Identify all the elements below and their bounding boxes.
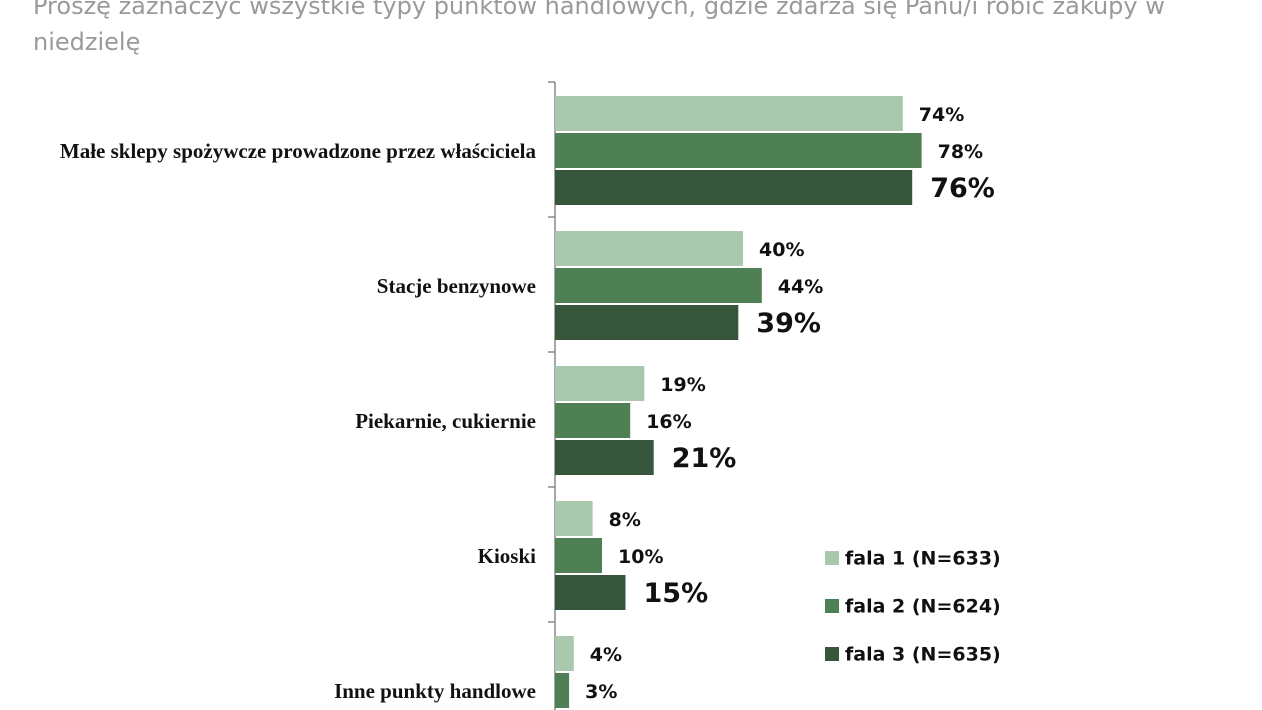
bar (555, 501, 593, 536)
bar (555, 96, 903, 131)
category-label: Inne punkty handlowe (334, 678, 536, 703)
bar (555, 575, 626, 610)
value-label: 15% (644, 578, 709, 609)
value-label: 39% (756, 308, 821, 339)
bar (555, 366, 645, 401)
value-label: 44% (778, 276, 823, 298)
bar (555, 170, 913, 205)
value-label: 10% (618, 546, 663, 568)
category-label: Małe sklepy spożywcze prowadzone przez w… (59, 138, 536, 163)
legend-label: fala 3 (N=635) (845, 644, 1001, 666)
bar (555, 673, 570, 708)
value-label: 16% (646, 411, 691, 433)
category-label: Stacje benzynowe (376, 273, 536, 298)
value-label: 76% (930, 173, 995, 204)
bar (555, 231, 743, 266)
bar (555, 636, 574, 671)
legend-swatch (825, 551, 839, 565)
category-label: Piekarnie, cukiernie (355, 408, 536, 433)
value-label: 4% (590, 644, 622, 666)
bar (555, 403, 631, 438)
bar (555, 305, 739, 340)
bar (555, 268, 762, 303)
bar (555, 538, 602, 573)
bar (555, 440, 654, 475)
value-label: 21% (672, 443, 737, 474)
legend-label: fala 1 (N=633) (845, 548, 1001, 570)
legend-swatch (825, 647, 839, 661)
value-label: 3% (585, 681, 617, 703)
value-label: 8% (609, 509, 641, 531)
legend-label: fala 2 (N=624) (845, 596, 1001, 618)
bar (555, 133, 922, 168)
category-label: Kioski (477, 543, 536, 568)
legend-swatch (825, 599, 839, 613)
value-label: 40% (759, 239, 804, 261)
value-label: 74% (919, 104, 964, 126)
chart-title: Proszę zaznaczyć wszystkie typy punktów … (33, 0, 1165, 56)
value-label: 78% (938, 141, 983, 163)
value-label: 19% (660, 374, 705, 396)
